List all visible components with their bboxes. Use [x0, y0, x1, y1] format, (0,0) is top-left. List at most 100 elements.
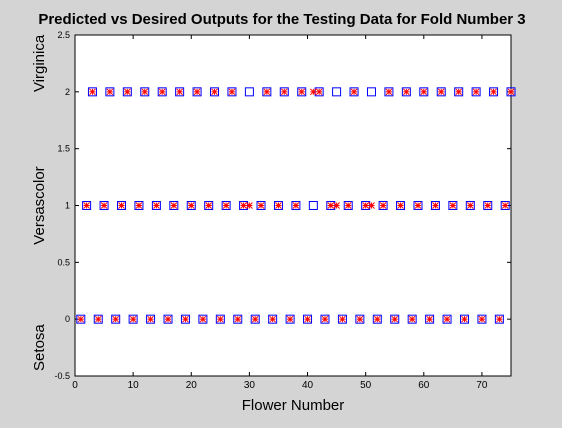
square-marker [227, 87, 237, 97]
square-marker [297, 87, 307, 97]
x-tick-label: 60 [418, 380, 430, 391]
asterisk-stroke [501, 202, 509, 209]
square-marker [332, 87, 342, 97]
asterisk-marker [490, 88, 497, 96]
square-marker [285, 314, 295, 324]
asterisk-stroke [170, 202, 178, 209]
square-marker [442, 314, 452, 324]
asterisk-stroke [182, 315, 189, 323]
asterisk-marker [251, 315, 259, 323]
asterisk-marker [234, 315, 242, 323]
asterisk-stroke [507, 88, 515, 96]
asterisk-marker [327, 202, 335, 209]
asterisk-marker [344, 202, 352, 209]
square-marker [430, 201, 440, 210]
asterisk-marker [298, 88, 306, 96]
y-class-label: Setosa [31, 324, 48, 371]
asterisk-stroke [414, 202, 422, 209]
asterisk-stroke [228, 88, 236, 96]
square-marker [425, 314, 435, 324]
asterisk-marker [443, 315, 451, 323]
square-marker [82, 201, 92, 210]
asterisk-marker [484, 202, 492, 209]
y-tick-label: 2 [65, 87, 70, 97]
asterisk-stroke [472, 88, 480, 96]
asterisk-stroke [321, 315, 329, 323]
asterisk-marker [403, 88, 410, 96]
square-marker [378, 201, 388, 210]
square-marker [483, 201, 493, 210]
asterisk-stroke [461, 315, 468, 323]
asterisk-marker [379, 202, 387, 209]
axis-tick-labels: 0 10 20 30 40 50 60 70-0.500.511.522.5 [54, 30, 487, 391]
asterisk-marker [309, 88, 317, 96]
asterisk-stroke [240, 202, 247, 209]
asterisk-stroke [118, 202, 125, 209]
square-marker [256, 201, 266, 210]
square-marker [489, 87, 499, 97]
square-marker [146, 314, 156, 324]
asterisk-marker [263, 88, 271, 96]
asterisk-stroke [373, 315, 381, 323]
asterisk-marker [94, 315, 102, 323]
asterisk-marker [164, 315, 172, 323]
asterisk-stroke [397, 202, 404, 209]
asterisk-stroke [292, 202, 300, 209]
asterisk-stroke [339, 315, 346, 323]
square-marker [337, 314, 347, 324]
square-marker [308, 201, 318, 210]
square-marker [459, 314, 469, 324]
asterisk-marker [333, 202, 340, 209]
asterisk-marker [466, 202, 474, 209]
square-marker [215, 314, 225, 324]
asterisk-marker [455, 88, 463, 96]
x-tick-label: 20 [186, 380, 198, 391]
asterisk-stroke [408, 315, 416, 323]
chart-title: Predicted vs Desired Outputs for the Tes… [38, 11, 525, 28]
asterisk-stroke [222, 202, 230, 209]
y-tick-label: 1 [65, 201, 70, 211]
axis-ticks [74, 34, 511, 377]
square-marker [413, 201, 423, 210]
asterisk-marker [222, 202, 230, 209]
square-marker [262, 87, 272, 97]
asterisk-stroke [350, 88, 358, 96]
asterisk-marker [83, 202, 90, 209]
asterisk-marker [77, 315, 85, 323]
asterisk-marker [193, 88, 201, 96]
square-marker [268, 314, 278, 324]
asterisk-stroke [275, 202, 282, 209]
asterisk-marker [275, 202, 282, 209]
square-marker [76, 314, 86, 324]
asterisk-marker [153, 202, 160, 209]
square-marker [140, 87, 150, 97]
asterisk-stroke [333, 202, 340, 209]
asterisk-marker [385, 88, 393, 96]
asterisk-stroke [269, 315, 277, 323]
square-marker [291, 201, 301, 210]
square-marker [210, 87, 220, 97]
asterisk-marker [205, 202, 213, 209]
asterisk-stroke [211, 88, 218, 96]
asterisk-marker [362, 202, 370, 209]
asterisk-stroke [147, 315, 154, 323]
y-class-label: Versascolor [31, 166, 48, 244]
asterisk-stroke [123, 88, 131, 96]
asterisk-stroke [141, 88, 149, 96]
square-marker [221, 201, 231, 210]
square-marker [355, 314, 365, 324]
asterisk-marker [478, 315, 486, 323]
square-marker [320, 314, 330, 324]
square-marker [122, 87, 132, 97]
asterisk-stroke [135, 202, 143, 209]
asterisk-stroke [286, 315, 294, 323]
square-marker [169, 201, 179, 210]
square-marker [372, 314, 382, 324]
asterisk-marker [397, 202, 404, 209]
asterisk-marker [106, 88, 114, 96]
asterisk-marker [321, 315, 329, 323]
square-marker [454, 87, 464, 97]
asterisk-marker [129, 315, 137, 323]
asterisk-marker [507, 88, 515, 96]
asterisk-marker [408, 315, 416, 323]
